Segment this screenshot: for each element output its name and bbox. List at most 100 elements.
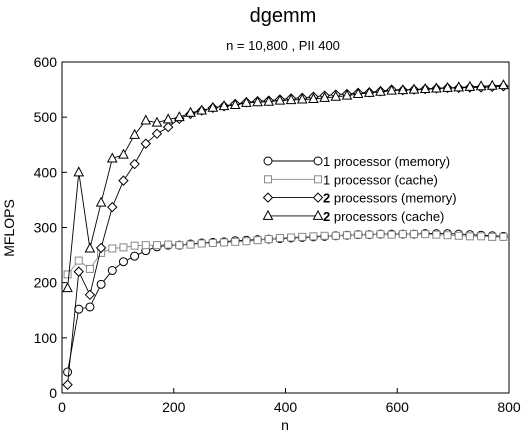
series-2-point xyxy=(421,230,430,239)
series-2-point xyxy=(398,230,407,239)
x-axis-label: n xyxy=(281,417,289,433)
series-3-point xyxy=(107,201,118,213)
series-3-point xyxy=(118,175,129,186)
series-2-point xyxy=(119,243,128,252)
series-4-point xyxy=(408,83,420,94)
series-4-point xyxy=(196,104,208,115)
series-4-point xyxy=(218,100,230,111)
legend-label-count: 2 xyxy=(323,209,334,224)
series-4-point xyxy=(185,106,196,117)
x-tick-label: 200 xyxy=(162,399,186,415)
legend-marker-1 xyxy=(313,156,323,166)
series-2-point xyxy=(253,236,262,245)
series-4-point xyxy=(118,148,129,159)
series-2-point xyxy=(354,230,363,239)
series-4-point xyxy=(106,152,118,163)
series-2-point xyxy=(499,232,508,241)
series-1-point xyxy=(118,257,128,267)
series-4-point xyxy=(397,84,409,95)
y-tick-label: 500 xyxy=(34,109,58,125)
legend-label-4: 2 processors (cache) xyxy=(323,209,444,224)
plot-frame xyxy=(61,61,510,394)
series-2-point xyxy=(242,237,251,246)
series-4-point xyxy=(263,95,275,106)
series-2-point xyxy=(309,232,318,241)
series-2-point xyxy=(264,235,273,244)
series-4-point xyxy=(442,81,453,92)
series-4-point xyxy=(252,96,263,107)
series-2-point xyxy=(432,230,441,239)
series-4-point xyxy=(62,282,73,293)
series-2-point xyxy=(231,237,240,246)
series-1-point xyxy=(107,266,117,276)
series-4-point xyxy=(475,80,487,91)
series-4-point xyxy=(274,94,286,105)
series-2-point xyxy=(74,256,83,265)
series-4-point xyxy=(229,98,241,110)
legend-marker-3 xyxy=(312,192,324,203)
y-tick-label: 400 xyxy=(34,164,58,180)
series-2-point xyxy=(208,238,217,247)
series-line-1 xyxy=(67,233,504,373)
series-4-point xyxy=(308,92,319,103)
series-1-point xyxy=(96,279,106,289)
legend-label-text: processors (cache) xyxy=(334,209,445,224)
y-tick-label: 100 xyxy=(34,330,58,346)
series-4-point xyxy=(296,93,308,104)
series-3-point xyxy=(95,242,107,254)
series-3-point xyxy=(73,266,84,277)
series-line-4 xyxy=(67,84,504,289)
series-2-point xyxy=(63,270,72,279)
legend-marker-4 xyxy=(262,209,274,220)
series-2-point xyxy=(275,233,284,242)
series-line-2 xyxy=(67,233,504,275)
x-tick-label: 400 xyxy=(274,399,298,415)
series-2-point xyxy=(186,240,195,249)
chart-title: dgemm xyxy=(250,5,317,27)
series-2-point xyxy=(465,232,474,241)
series-4-point xyxy=(375,85,386,96)
series-4-point xyxy=(464,80,476,91)
legend-label-count: 1 xyxy=(323,154,334,169)
series-4-point xyxy=(363,86,375,97)
series-2-point xyxy=(376,230,385,239)
y-tick-label: 0 xyxy=(49,385,57,401)
series-3-point xyxy=(151,128,163,139)
series-4-point xyxy=(419,82,431,94)
y-tick-label: 300 xyxy=(34,220,58,236)
series-4-point xyxy=(352,87,364,98)
series-4-point xyxy=(285,93,297,105)
series-4-point xyxy=(140,114,152,125)
legend-label-text: processor (memory) xyxy=(334,154,450,169)
series-4-point xyxy=(319,91,330,102)
series-2-point xyxy=(175,241,184,250)
series-1-point xyxy=(74,304,84,314)
series-4-point xyxy=(341,89,353,100)
series-2-point xyxy=(410,230,419,239)
series-3-point xyxy=(162,121,174,133)
series-3-point xyxy=(84,289,96,301)
series-4-point xyxy=(129,128,140,139)
chart-subtitle: n = 10,800 , PII 400 xyxy=(226,38,340,53)
series-2-point xyxy=(488,232,497,241)
legend-marker-4 xyxy=(312,209,324,220)
legend-label-text: processors (memory) xyxy=(334,191,457,206)
x-tick-label: 0 xyxy=(58,399,66,415)
series-1-point xyxy=(63,367,73,377)
series-2-point xyxy=(164,240,173,249)
series-2-point xyxy=(443,231,452,240)
series-4-point xyxy=(95,196,107,207)
series-4-point xyxy=(151,116,163,127)
legend-marker-3 xyxy=(262,192,274,203)
plot-area: 0 200 400 600 800 0 100 200 300 400 500 600 xyxy=(34,54,521,415)
y-axis-label: MFLOPS xyxy=(1,199,17,257)
series-4-point xyxy=(241,96,252,107)
series-4-point xyxy=(431,82,442,93)
series-4-point xyxy=(453,81,465,92)
legend-marker-2 xyxy=(314,175,322,184)
series-4-point xyxy=(498,79,509,90)
legend: 1 processor (memory)1 processor (cache)2… xyxy=(262,154,457,224)
series-4-point xyxy=(207,101,219,112)
series-2-point xyxy=(298,232,307,241)
